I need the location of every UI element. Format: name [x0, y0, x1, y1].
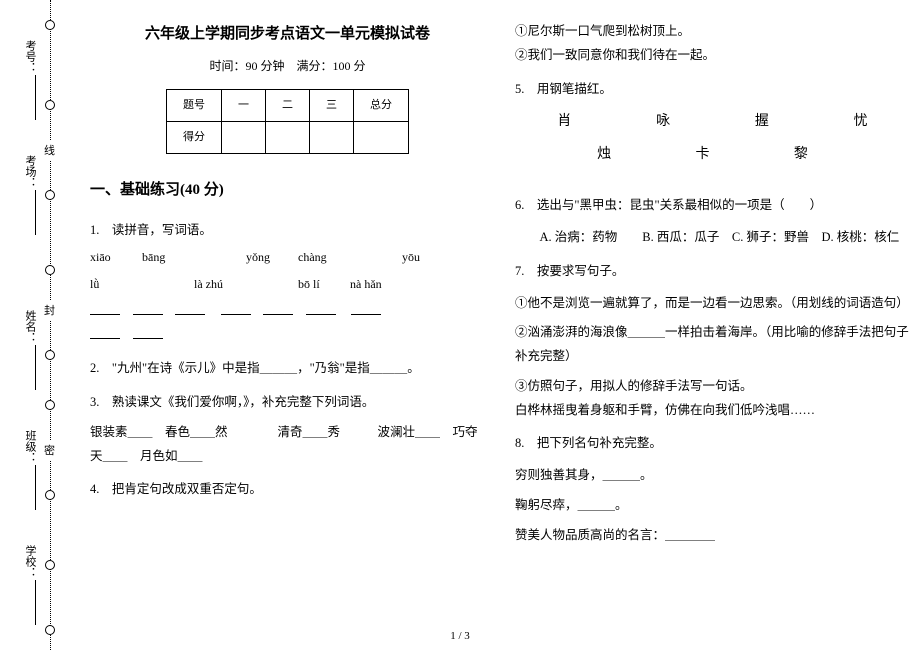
binding-circle: [45, 100, 55, 110]
score-table: 题号 一 二 三 总分 得分: [166, 89, 409, 154]
sentence: ①他不是浏览一遍就算了，而是一边看一边思索。（用划线的词语造句）: [515, 292, 910, 316]
blanks-row: [90, 300, 485, 324]
sentence: 赞美人物品质高尚的名言：＿＿＿＿: [515, 524, 910, 548]
binding-circle: [45, 265, 55, 275]
fill-blanks: 银装素＿＿ 春色＿＿然 清奇＿＿秀 波澜壮＿＿ 巧夺天＿＿ 月色如＿＿: [90, 421, 485, 469]
hanzi-row: 烛卡 黎: [515, 142, 910, 169]
table-row: 得分: [167, 122, 409, 154]
sentence: ②我们一致同意你和我们待在一起。: [515, 44, 910, 68]
margin-label: 考场：: [22, 155, 38, 237]
sentence: ①尼尔斯一口气爬到松树顶上。: [515, 20, 910, 44]
question-3: 3. 熟读课文《我们爱你啊，》，补充完整下列词语。 银装素＿＿ 春色＿＿然 清奇…: [90, 391, 485, 468]
binding-circle: [45, 20, 55, 30]
margin-label: 班级：: [22, 430, 38, 512]
binding-circle: [45, 190, 55, 200]
question-6: 6. 选出与"黑甲虫：昆虫"关系最相似的一项是（ ）: [515, 194, 910, 218]
options: A. 治病：药物 B. 西瓜：瓜子 C. 狮子：野兽 D. 核桃：核仁: [527, 226, 910, 250]
sentence: ②汹涌澎湃的海浪像＿＿＿一样拍击着海岸。（用比喻的修辞手法把句子补充完整）: [515, 321, 910, 369]
question-2: 2. "九州"在诗《示儿》中是指＿＿＿，"乃翁"是指＿＿＿。: [90, 357, 485, 381]
question-text: 1. 读拼音，写词语。: [90, 219, 485, 243]
sentence: ③仿照句子，用拟人的修辞手法写一句话。: [515, 375, 910, 399]
question-7: 7. 按要求写句子。: [515, 260, 910, 284]
margin-label: 学校：: [22, 545, 38, 627]
table-row: 题号 一 二 三 总分: [167, 90, 409, 122]
question-1: 1. 读拼音，写词语。 xiāobāng yǒng chàng yōu lǜ l…: [90, 219, 485, 348]
pinyin-row: lǜ là zhú bō línà hǎn: [90, 273, 485, 296]
binding-margin: 考号： 考场： 姓名： 班级： 学校： 线封密: [0, 0, 80, 650]
sentence: 白桦林摇曳着身躯和手臂，仿佛在向我们低吟浅唱……: [515, 399, 910, 423]
seal-char: 线: [44, 140, 55, 160]
margin-label: 姓名：: [22, 310, 38, 392]
dotted-line: [50, 0, 51, 650]
page-title: 六年级上学期同步考点语文一单元模拟试卷: [90, 20, 485, 49]
binding-circle: [45, 560, 55, 570]
content-area: 六年级上学期同步考点语文一单元模拟试卷 时间：90 分钟 满分：100 分 题号…: [90, 20, 910, 547]
left-column: 六年级上学期同步考点语文一单元模拟试卷 时间：90 分钟 满分：100 分 题号…: [90, 20, 485, 547]
binding-circle: [45, 400, 55, 410]
time-score: 时间：90 分钟 满分：100 分: [90, 55, 485, 78]
page-number: 1 / 3: [0, 630, 920, 642]
blanks-row: [90, 324, 485, 348]
right-column: ①尼尔斯一口气爬到松树顶上。 ②我们一致同意你和我们待在一起。 5. 用钢笔描红…: [515, 20, 910, 547]
question-8: 8. 把下列名句补充完整。: [515, 432, 910, 456]
sentence: 穷则独善其身，＿＿＿。: [515, 464, 910, 488]
question-5: 5. 用钢笔描红。: [515, 78, 910, 102]
pinyin-row: xiāobāng yǒng chàng yōu: [90, 246, 485, 269]
seal-char: 密: [44, 440, 55, 460]
question-text: 3. 熟读课文《我们爱你啊，》，补充完整下列词语。: [90, 391, 485, 415]
sentence: 鞠躬尽瘁，＿＿＿。: [515, 494, 910, 518]
seal-char: 封: [44, 300, 55, 320]
margin-label: 考号：: [22, 40, 38, 122]
section-heading: 一、基础练习(40 分): [90, 176, 485, 205]
binding-circle: [45, 350, 55, 360]
binding-circle: [45, 490, 55, 500]
hanzi-row: 肖咏 握忧: [515, 109, 910, 136]
question-4: 4. 把肯定句改成双重否定句。: [90, 478, 485, 502]
